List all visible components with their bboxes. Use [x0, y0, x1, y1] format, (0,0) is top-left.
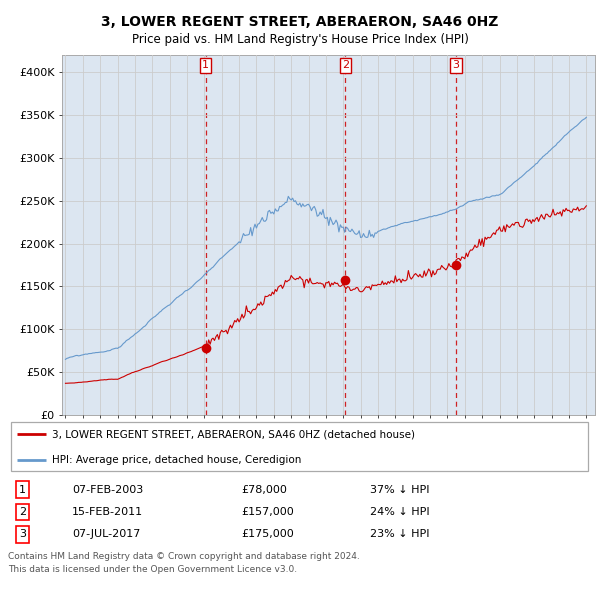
FancyBboxPatch shape — [11, 422, 588, 471]
Text: 23% ↓ HPI: 23% ↓ HPI — [370, 529, 430, 539]
Text: 1: 1 — [202, 60, 209, 70]
Text: 37% ↓ HPI: 37% ↓ HPI — [370, 484, 430, 494]
Text: 2: 2 — [19, 507, 26, 517]
Text: Contains HM Land Registry data © Crown copyright and database right 2024.
This d: Contains HM Land Registry data © Crown c… — [8, 552, 360, 573]
Text: 1: 1 — [19, 484, 26, 494]
Text: HPI: Average price, detached house, Ceredigion: HPI: Average price, detached house, Cere… — [52, 455, 301, 465]
Text: 15-FEB-2011: 15-FEB-2011 — [72, 507, 143, 517]
Text: 3, LOWER REGENT STREET, ABERAERON, SA46 0HZ (detached house): 3, LOWER REGENT STREET, ABERAERON, SA46 … — [52, 430, 415, 440]
Text: 07-FEB-2003: 07-FEB-2003 — [72, 484, 143, 494]
Text: £78,000: £78,000 — [242, 484, 287, 494]
Text: £157,000: £157,000 — [242, 507, 295, 517]
Text: 2: 2 — [342, 60, 349, 70]
Text: 3, LOWER REGENT STREET, ABERAERON, SA46 0HZ: 3, LOWER REGENT STREET, ABERAERON, SA46 … — [101, 15, 499, 29]
Text: £175,000: £175,000 — [242, 529, 295, 539]
Text: 3: 3 — [452, 60, 460, 70]
Text: 24% ↓ HPI: 24% ↓ HPI — [370, 507, 430, 517]
Text: Price paid vs. HM Land Registry's House Price Index (HPI): Price paid vs. HM Land Registry's House … — [131, 33, 469, 46]
Text: 3: 3 — [19, 529, 26, 539]
Text: 07-JUL-2017: 07-JUL-2017 — [72, 529, 140, 539]
